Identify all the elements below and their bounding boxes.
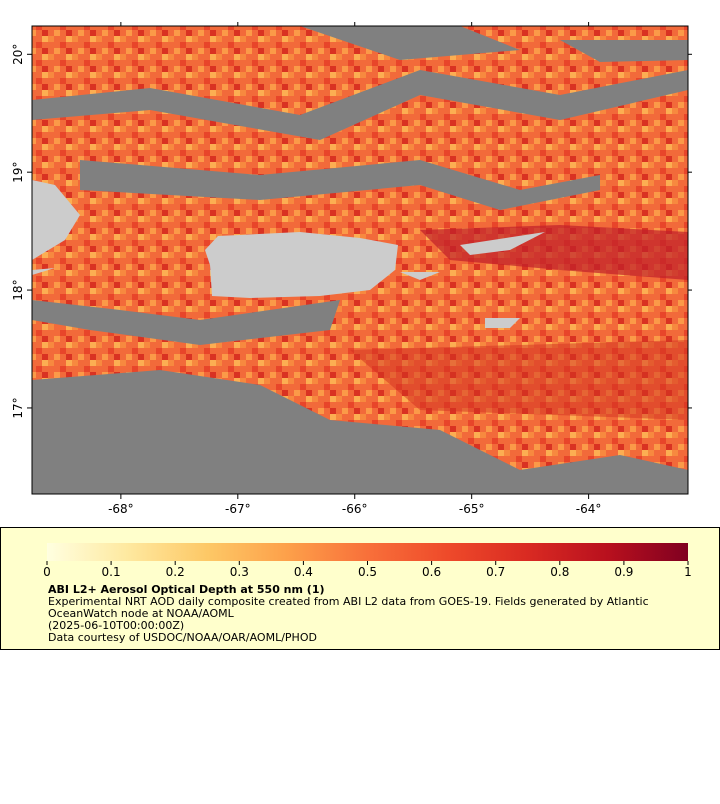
- x-tick-label: -67°: [225, 502, 251, 516]
- y-tick-label: 20°: [11, 44, 25, 65]
- map-frame: [31, 25, 689, 495]
- colorbar-tick-label: 0.9: [614, 565, 633, 579]
- colorbar-tick-label: 0.7: [486, 565, 505, 579]
- colorbar-tick-label: 0.6: [422, 565, 441, 579]
- colorbar-tick-label: 0.2: [166, 565, 185, 579]
- colorbar-tick-label: 0.3: [230, 565, 249, 579]
- legend-note: Data courtesy of USDOC/NOAA/OAR/AOML/PHO…: [48, 631, 317, 644]
- colorbar-tick-label: 0.5: [358, 565, 377, 579]
- x-tick-label: -64°: [576, 502, 602, 516]
- colorbar-tick-label: 1: [684, 565, 692, 579]
- y-tick-label: 18°: [11, 279, 25, 300]
- x-tick-label: -68°: [108, 502, 134, 516]
- colorbar-tick-label: 0.1: [102, 565, 121, 579]
- x-tick-label: -66°: [342, 502, 368, 516]
- colorbar: [47, 543, 688, 561]
- legend-note: (2025-06-10T00:00:00Z): [48, 619, 184, 632]
- map-raster: [32, 26, 688, 494]
- y-tick-label: 17°: [11, 397, 25, 418]
- colorbar-tick-label: 0: [43, 565, 51, 579]
- colorbar-tick-label: 0.8: [550, 565, 569, 579]
- legend-title: ABI L2+ Aerosol Optical Depth at 550 nm …: [48, 583, 325, 596]
- legend-note: Experimental NRT AOD daily composite cre…: [48, 595, 649, 608]
- y-tick-label: 19°: [11, 162, 25, 183]
- colorbar-tick-label: 0.4: [294, 565, 313, 579]
- legend-note: OceanWatch node at NOAA/AOML: [48, 607, 235, 620]
- x-tick-label: -65°: [459, 502, 485, 516]
